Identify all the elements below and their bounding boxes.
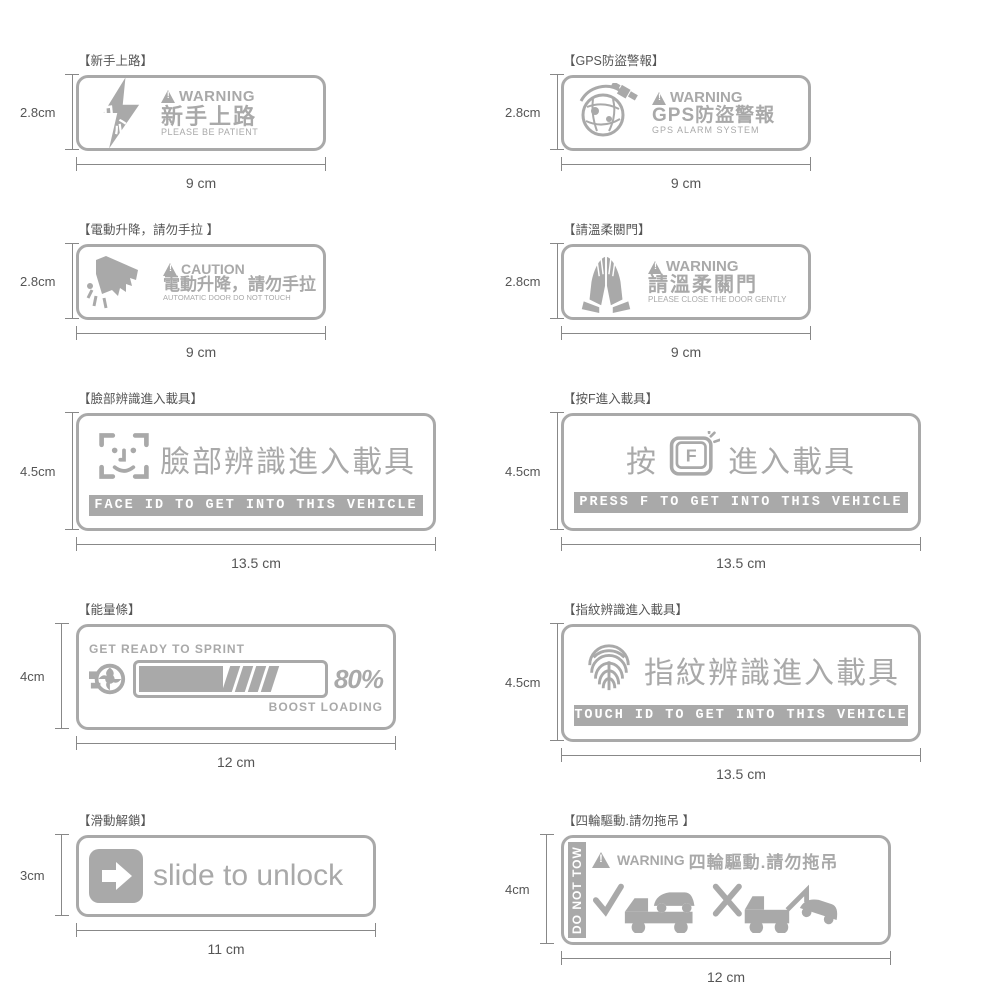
arrow-right-icon <box>89 849 143 903</box>
height-label: 2.8cm <box>505 105 540 120</box>
line2: 新手上路 <box>161 105 258 128</box>
warn-word: WARNING <box>179 89 255 105</box>
line3: AUTOMATIC DOOR DO NOT TOUCH <box>163 294 316 302</box>
height-label: 2.8cm <box>20 105 55 120</box>
warn-word: WARNING <box>670 90 743 106</box>
width-label: 12 cm <box>561 969 891 985</box>
sub-bar: PRESS F TO GET INTO THIS VEHICLE <box>574 492 908 513</box>
caption: 【GPS防盜警報】 <box>563 50 664 69</box>
svg-text:者: 者 <box>132 126 154 148</box>
cell-faceid: 4.5cm 【臉部辨識進入載具】 臉部辨識進入載具 <box>20 388 475 571</box>
width-label: 11 cm <box>76 941 376 957</box>
width-label: 9 cm <box>76 175 326 191</box>
praying-hands-icon <box>564 251 648 313</box>
height-label: 4.5cm <box>505 675 540 690</box>
warning-triangle-icon <box>592 852 610 868</box>
tow-diagram-icon <box>592 875 882 933</box>
sticker-autodoor: CAUTION 電動升降，請勿手拉 AUTOMATIC DOOR DO NOT … <box>76 244 326 320</box>
svg-text:心: 心 <box>113 116 135 140</box>
sticker-tow: DO NOT TOW WARNING 四輪驅動.請勿拖吊 <box>561 835 891 945</box>
cell-autodoor: 2.8cm 【電動升降，請勿手拉 】 CAUTION 電動升降，請勿手拉 AUT… <box>20 219 475 360</box>
warning-triangle-icon <box>652 92 667 105</box>
caption: 【四輪驅動.請勿拖吊 】 <box>563 810 695 829</box>
sticker-grid: 2.8cm 【新手上路】 初 心 者 WARNING 新手上路 PLEASE B… <box>0 0 1000 1005</box>
cell-slide: 3cm 【滑動解鎖】 slide to unlock 11 cm <box>20 810 475 985</box>
width-label: 13.5 cm <box>561 555 921 571</box>
caption: 【能量條】 <box>78 599 141 618</box>
f-key-icon: F <box>666 431 720 486</box>
big-text: 指紋辨識進入載具 <box>644 648 900 692</box>
sticker-beginner: 初 心 者 WARNING 新手上路 PLEASE BE PATIENT <box>76 75 326 151</box>
warn-word: WARNING <box>666 259 739 275</box>
cell-beginner: 2.8cm 【新手上路】 初 心 者 WARNING 新手上路 PLEASE B… <box>20 50 475 191</box>
width-label: 9 cm <box>561 344 811 360</box>
cell-touchid: 4.5cm 【指紋辨識進入載具】 <box>505 599 960 782</box>
sticker-faceid: 臉部辨識進入載具 FACE ID TO GET INTO THIS VEHICL… <box>76 413 436 531</box>
caption: 【新手上路】 <box>78 50 153 69</box>
big-post: 進入載具 <box>728 437 856 481</box>
sticker-closedoor: WARNING 請溫柔關門 PLEASE CLOSE THE DOOR GENT… <box>561 244 811 320</box>
sub-bar: FACE ID TO GET INTO THIS VEHICLE <box>89 495 423 516</box>
height-label: 2.8cm <box>20 274 55 289</box>
cell-closedoor: 2.8cm 【請溫柔關門】 WARNING 請溫柔關門 <box>505 219 960 360</box>
sticker-gps: WARNING GPS防盜警報 GPS ALARM SYSTEM <box>561 75 811 151</box>
sticker-slide: slide to unlock <box>76 835 376 917</box>
globe-satellite-icon <box>564 83 652 143</box>
caption: 【滑動解鎖】 <box>78 810 153 829</box>
caption: 【臉部辨識進入載具】 <box>78 388 203 407</box>
boost-pct: 80% <box>334 664 383 695</box>
warning-triangle-icon <box>163 263 178 276</box>
faceid-icon <box>96 428 152 489</box>
svg-text:F: F <box>686 445 697 465</box>
height-label: 4cm <box>20 669 45 684</box>
tow-zh: 四輪驅動.請勿拖吊 <box>689 848 839 873</box>
cell-pressf: 4.5cm 【按F進入載具】 按 F 進入載具 <box>505 388 960 571</box>
cell-gps: 2.8cm 【GPS防盜警報】 <box>505 50 960 191</box>
boost-bar <box>133 660 328 698</box>
beginner-icon: 初 心 者 <box>79 78 161 148</box>
height-label: 4.5cm <box>20 464 55 479</box>
width-label: 9 cm <box>76 344 326 360</box>
width-label: 13.5 cm <box>76 555 436 571</box>
height-label: 2.8cm <box>505 274 540 289</box>
big-pre: 按 <box>626 437 658 481</box>
slide-text: slide to unlock <box>153 859 343 893</box>
fingerprint-icon <box>582 640 636 699</box>
sub-bar: TOUCH ID TO GET INTO THIS VEHICLE <box>574 705 908 726</box>
sticker-boost: GET READY TO SPRINT <box>76 624 396 730</box>
sticker-touchid: 指紋辨識進入載具 TOUCH ID TO GET INTO THIS VEHIC… <box>561 624 921 742</box>
pinched-hand-icon <box>79 252 163 312</box>
boost-bot: BOOST LOADING <box>269 700 383 714</box>
warn-word: WARNING <box>617 852 685 868</box>
caption: 【按F進入載具】 <box>563 388 658 407</box>
big-text: 臉部辨識進入載具 <box>160 437 416 481</box>
caption: 【請溫柔關門】 <box>563 219 651 238</box>
height-label: 4cm <box>505 882 530 897</box>
warning-triangle-icon <box>648 261 663 274</box>
boost-top: GET READY TO SPRINT <box>89 642 245 656</box>
width-label: 9 cm <box>561 175 811 191</box>
line3: PLEASE BE PATIENT <box>161 128 258 137</box>
line3: PLEASE CLOSE THE DOOR GENTLY <box>648 296 786 304</box>
height-label: 3cm <box>20 868 45 883</box>
width-label: 12 cm <box>76 754 396 770</box>
side-label: DO NOT TOW <box>568 842 586 938</box>
line3: GPS ALARM SYSTEM <box>652 126 775 135</box>
warning-triangle-icon <box>161 90 176 103</box>
height-label: 4.5cm <box>505 464 540 479</box>
line2: 電動升降，請勿手拉 <box>163 276 316 294</box>
turbo-icon <box>89 660 127 698</box>
width-label: 13.5 cm <box>561 766 921 782</box>
cell-tow: 4cm 【四輪驅動.請勿拖吊 】 DO NOT TOW WARNING 四輪驅動… <box>505 810 960 985</box>
caption: 【電動升降，請勿手拉 】 <box>78 219 219 238</box>
sticker-pressf: 按 F 進入載具 PRESS F TO GET INTO THIS VEHICL… <box>561 413 921 531</box>
caption: 【指紋辨識進入載具】 <box>563 599 688 618</box>
line2: 請溫柔關門 <box>648 275 786 296</box>
line2: GPS防盜警報 <box>652 106 775 126</box>
cell-boost: 4cm 【能量條】 GET READY TO SPRINT <box>20 599 475 782</box>
